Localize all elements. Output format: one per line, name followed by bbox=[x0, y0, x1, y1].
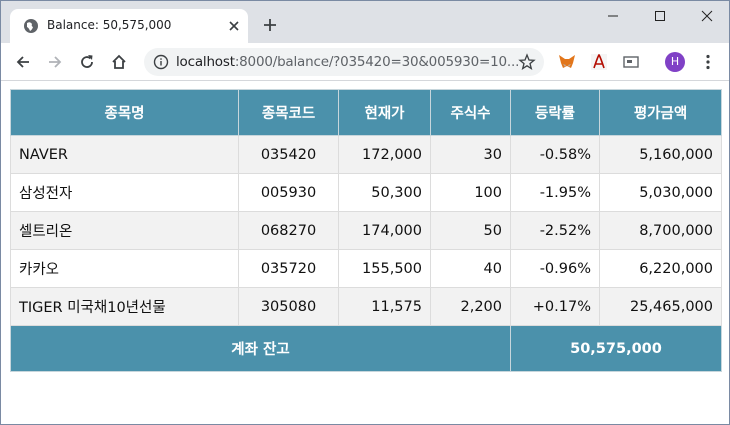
change-rate: -1.95% bbox=[510, 173, 600, 212]
tab-title: Balance: 50,575,000 bbox=[47, 18, 172, 32]
account-balance-row: 계좌 잔고 50,575,000 bbox=[10, 325, 722, 372]
account-balance-label: 계좌 잔고 bbox=[10, 325, 511, 372]
header-current-price: 현재가 bbox=[338, 89, 431, 136]
quantity: 40 bbox=[430, 249, 511, 288]
stock-name: 삼성전자 bbox=[10, 173, 239, 212]
stock-code: 305080 bbox=[238, 287, 339, 326]
quantity: 2,200 bbox=[430, 287, 511, 326]
url-host: localhost bbox=[176, 54, 235, 70]
table-row: 셀트리온 068270 174,000 50 -2.52% 8,700,000 bbox=[10, 211, 722, 250]
globe-icon bbox=[24, 19, 38, 33]
bookmark-star-icon[interactable] bbox=[518, 53, 536, 71]
cast-extension-icon[interactable] bbox=[621, 52, 641, 72]
valuation: 5,160,000 bbox=[599, 135, 722, 174]
valuation: 6,220,000 bbox=[599, 249, 722, 288]
forward-arrow-icon[interactable] bbox=[46, 53, 64, 71]
current-price: 50,300 bbox=[338, 173, 431, 212]
valuation: 25,465,000 bbox=[599, 287, 722, 326]
stock-name: 셀트리온 bbox=[10, 211, 239, 250]
url-path: :8000/balance/?035420=30&005930=10... bbox=[234, 54, 520, 70]
stock-code: 005930 bbox=[238, 173, 339, 212]
table-row: TIGER 미국채10년선물 305080 11,575 2,200 +0.17… bbox=[10, 287, 722, 326]
pdf-extension-icon[interactable] bbox=[589, 52, 609, 72]
back-arrow-icon[interactable] bbox=[14, 53, 32, 71]
balance-table: 종목명 종목코드 현재가 주식수 등락률 평가금액 NAVER 035420 1… bbox=[10, 89, 722, 372]
close-tab-icon[interactable] bbox=[226, 18, 242, 34]
quantity: 30 bbox=[430, 135, 511, 174]
stock-name: NAVER bbox=[10, 135, 239, 174]
change-rate: -0.58% bbox=[510, 135, 600, 174]
more-menu-icon[interactable] bbox=[699, 53, 717, 71]
current-price: 174,000 bbox=[338, 211, 431, 250]
quantity: 100 bbox=[430, 173, 511, 212]
new-tab-icon[interactable] bbox=[262, 17, 278, 33]
header-stock-code: 종목코드 bbox=[238, 89, 339, 136]
change-rate: -2.52% bbox=[510, 211, 600, 250]
header-stock-name: 종목명 bbox=[10, 89, 239, 136]
stock-name: TIGER 미국채10년선물 bbox=[10, 287, 239, 326]
change-rate: +0.17% bbox=[510, 287, 600, 326]
header-valuation: 평가금액 bbox=[599, 89, 722, 136]
quantity: 50 bbox=[430, 211, 511, 250]
maximize-icon[interactable] bbox=[651, 7, 669, 25]
header-change-rate: 등락률 bbox=[510, 89, 600, 136]
browser-toolbar: localhost:8000/balance/?035420=30&005930… bbox=[1, 43, 729, 81]
current-price: 155,500 bbox=[338, 249, 431, 288]
close-window-icon[interactable] bbox=[698, 7, 716, 25]
valuation: 5,030,000 bbox=[599, 173, 722, 212]
browser-tab[interactable]: Balance: 50,575,000 bbox=[10, 9, 248, 43]
account-balance-total: 50,575,000 bbox=[510, 325, 722, 372]
table-row: 삼성전자 005930 50,300 100 -1.95% 5,030,000 bbox=[10, 173, 722, 212]
current-price: 11,575 bbox=[338, 287, 431, 326]
info-icon[interactable] bbox=[153, 54, 169, 70]
reload-icon[interactable] bbox=[78, 53, 96, 71]
url-text[interactable]: localhost:8000/balance/?035420=30&005930… bbox=[176, 54, 519, 70]
table-row: 카카오 035720 155,500 40 -0.96% 6,220,000 bbox=[10, 249, 722, 288]
profile-avatar[interactable]: H bbox=[665, 52, 685, 72]
stock-name: 카카오 bbox=[10, 249, 239, 288]
address-bar[interactable]: localhost:8000/balance/?035420=30&005930… bbox=[144, 48, 544, 76]
stock-code: 035420 bbox=[238, 135, 339, 174]
valuation: 8,700,000 bbox=[599, 211, 722, 250]
table-row: NAVER 035420 172,000 30 -0.58% 5,160,000 bbox=[10, 135, 722, 174]
home-icon[interactable] bbox=[110, 53, 128, 71]
tab-strip: Balance: 50,575,000 bbox=[1, 1, 729, 43]
minimize-icon[interactable] bbox=[604, 7, 622, 25]
metamask-extension-icon[interactable] bbox=[557, 52, 577, 72]
page-content: 종목명 종목코드 현재가 주식수 등락률 평가금액 NAVER 035420 1… bbox=[10, 89, 722, 372]
change-rate: -0.96% bbox=[510, 249, 600, 288]
current-price: 172,000 bbox=[338, 135, 431, 174]
header-quantity: 주식수 bbox=[430, 89, 511, 136]
stock-code: 068270 bbox=[238, 211, 339, 250]
stock-code: 035720 bbox=[238, 249, 339, 288]
table-header-row: 종목명 종목코드 현재가 주식수 등락률 평가금액 bbox=[10, 89, 722, 136]
